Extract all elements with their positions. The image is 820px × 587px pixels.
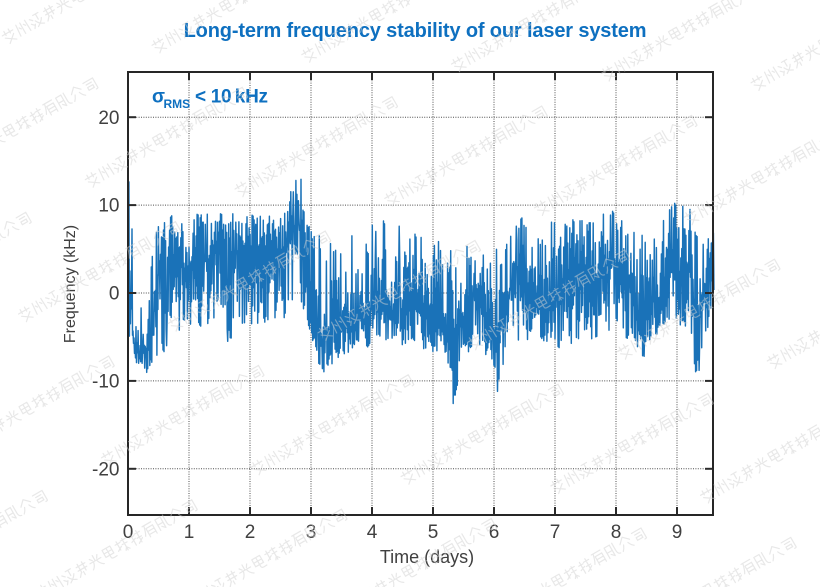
- svg-text:-10: -10: [92, 372, 119, 393]
- svg-text:20: 20: [98, 108, 119, 129]
- svg-text:RMS: RMS: [164, 97, 191, 111]
- svg-text:9: 9: [672, 522, 683, 543]
- svg-text:0: 0: [109, 284, 120, 305]
- svg-text:< 10 kHz: < 10 kHz: [195, 87, 268, 108]
- svg-text:0: 0: [123, 522, 134, 543]
- svg-text:Time (days): Time (days): [380, 547, 474, 567]
- svg-text:σ: σ: [152, 87, 165, 108]
- svg-text:6: 6: [489, 522, 500, 543]
- svg-text:1: 1: [184, 522, 195, 543]
- svg-text:4: 4: [367, 522, 378, 543]
- svg-text:-20: -20: [92, 459, 119, 480]
- svg-text:10: 10: [98, 196, 119, 217]
- svg-text:2: 2: [245, 522, 256, 543]
- svg-text:Long-term frequency stability: Long-term frequency stability of our las…: [184, 20, 647, 42]
- svg-text:Frequency (kHz): Frequency (kHz): [62, 225, 79, 343]
- svg-text:5: 5: [428, 522, 439, 543]
- svg-text:8: 8: [611, 522, 622, 543]
- svg-text:7: 7: [550, 522, 561, 543]
